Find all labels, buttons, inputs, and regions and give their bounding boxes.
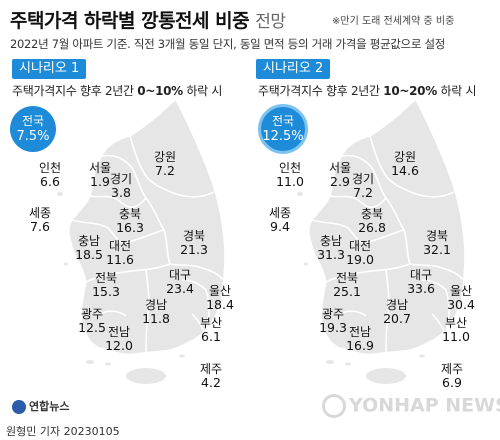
s1-region-gyeonggi: 경기 3.8 (109, 172, 133, 200)
s1-region-gyeongbuk: 경북 21.3 (180, 229, 208, 257)
chart-title: 주택가격 하락별 깡통전세 비중 전망 (10, 10, 286, 32)
s2-region-seoul: 서울 2.9 (328, 161, 352, 189)
s1-region-daegu: 대구 23.4 (166, 268, 194, 296)
s1-region-sejong: 세종 7.6 (28, 206, 52, 234)
scenario-1-desc: 주택가격지수 향후 2년간 0~10% 하락 시 (12, 84, 223, 98)
s2-region-chungbuk: 충북 26.8 (358, 207, 386, 235)
s1-region-gyeongnam: 경남 11.8 (142, 298, 170, 326)
s1-region-jeju: 제주 4.2 (199, 362, 223, 390)
watermark-circle-icon (322, 394, 346, 418)
s2-region-ulsan: 울산 30.4 (447, 284, 475, 312)
national-circle-1: 전국 7.5% (10, 106, 56, 152)
s1-region-jeonnam: 전남 12.0 (105, 325, 133, 353)
s2-region-busan: 부산 11.0 (442, 316, 470, 344)
s2-region-jeonnam: 전남 16.9 (346, 325, 374, 353)
credit: 원형민 기자 20230105 (6, 425, 120, 438)
subtitle: 2022년 7월 아파트 기준. 직전 3개월 동일 단지, 동일 면적 등의 … (10, 37, 446, 51)
watermark: YONHAP NEWS (322, 394, 500, 418)
footnote: ※만기 도래 전세계약 중 비중 (332, 16, 455, 27)
s2-region-daegu: 대구 33.6 (407, 268, 435, 296)
s1-region-chungnam: 충남 18.5 (75, 234, 103, 262)
s2-region-daejeon: 대전 19.0 (346, 239, 374, 267)
yonhap-logo: 연합뉴스 (12, 398, 69, 414)
s2-region-jeonbuk: 전북 25.1 (333, 271, 361, 299)
national-circle-2: 전국 12.5% (258, 104, 308, 154)
s2-region-jeju: 제주 6.9 (440, 362, 464, 390)
yonhap-logo-icon (12, 400, 26, 414)
s1-region-ulsan: 울산 18.4 (206, 284, 234, 312)
s2-region-incheon: 인천 11.0 (276, 161, 304, 189)
s1-region-daejeon: 대전 11.6 (106, 239, 134, 267)
scenario-2-desc: 주택가격지수 향후 2년간 10~20% 하락 시 (258, 84, 477, 98)
s2-region-gyeonggi: 경기 7.2 (351, 172, 375, 200)
s1-region-jeonbuk: 전북 15.3 (92, 271, 120, 299)
s1-region-busan: 부산 6.1 (199, 316, 223, 344)
s2-region-gangwon: 강원 14.6 (391, 150, 419, 178)
s1-region-seoul: 서울 1.9 (88, 161, 112, 189)
s2-region-gwangju: 광주 19.3 (319, 307, 347, 335)
s2-region-chungnam: 충남 31.3 (317, 234, 345, 262)
s2-region-gyeongnam: 경남 20.7 (383, 298, 411, 326)
scenario-2-badge: 시나리오 2 (256, 59, 331, 79)
s2-region-gyeongbuk: 경북 32.1 (423, 229, 451, 257)
s1-region-gwangju: 광주 12.5 (78, 307, 106, 335)
scenario-1-badge: 시나리오 1 (12, 59, 87, 79)
s1-region-chungbuk: 충북 16.3 (116, 207, 144, 235)
s1-region-incheon: 인천 6.6 (38, 161, 62, 189)
s2-region-sejong: 세종 9.4 (268, 206, 292, 234)
title-suffix: 전망 (255, 12, 286, 32)
s1-region-gangwon: 강원 7.2 (153, 150, 177, 178)
